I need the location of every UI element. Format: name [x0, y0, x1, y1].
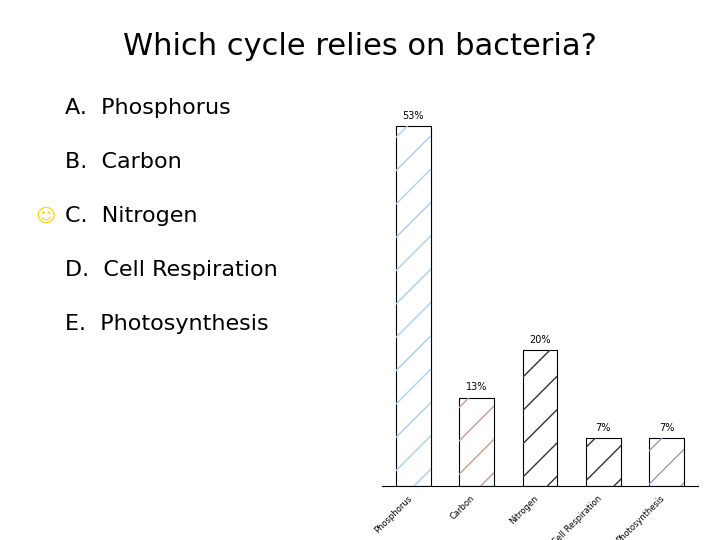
- Text: B.  Carbon: B. Carbon: [65, 152, 181, 172]
- Text: 20%: 20%: [529, 335, 551, 345]
- Text: 7%: 7%: [595, 423, 611, 433]
- Text: Which cycle relies on bacteria?: Which cycle relies on bacteria?: [123, 32, 597, 62]
- Bar: [459, 397, 494, 486]
- Bar: [649, 438, 684, 486]
- Bar: [586, 438, 621, 486]
- Bar: [523, 350, 557, 486]
- Text: 13%: 13%: [466, 382, 487, 392]
- Bar: [649, 438, 684, 486]
- Bar: [459, 397, 494, 486]
- Text: ☺: ☺: [35, 206, 55, 226]
- Text: E.  Photosynthesis: E. Photosynthesis: [65, 314, 269, 334]
- Text: C.  Nitrogen: C. Nitrogen: [65, 206, 197, 226]
- Bar: [396, 126, 431, 486]
- Bar: [396, 126, 431, 486]
- Bar: [523, 350, 557, 486]
- Bar: [586, 438, 621, 486]
- Text: 53%: 53%: [402, 111, 424, 120]
- Text: D.  Cell Respiration: D. Cell Respiration: [65, 260, 277, 280]
- Text: A.  Phosphorus: A. Phosphorus: [65, 98, 230, 118]
- Text: 7%: 7%: [659, 423, 675, 433]
